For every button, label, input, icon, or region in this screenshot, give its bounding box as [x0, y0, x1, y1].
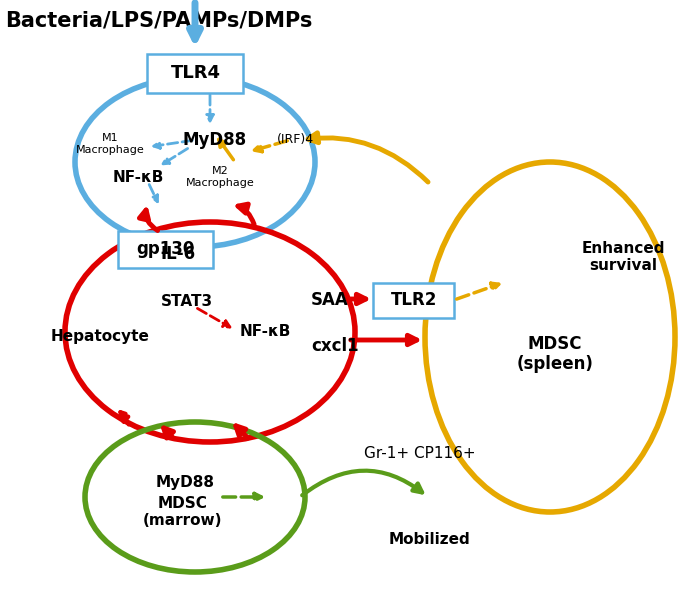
Text: MyD88: MyD88: [183, 131, 247, 149]
Text: SAA: SAA: [311, 291, 349, 309]
Text: (IRF)4: (IRF)4: [277, 134, 314, 146]
Text: Bacteria/LPS/PAMPs/DMPs: Bacteria/LPS/PAMPs/DMPs: [5, 11, 312, 31]
Text: MyD88: MyD88: [155, 474, 214, 489]
FancyBboxPatch shape: [373, 282, 455, 317]
Text: Gr-1+ CP116+: Gr-1+ CP116+: [364, 447, 476, 462]
Text: IL-6: IL-6: [160, 245, 195, 263]
FancyBboxPatch shape: [118, 231, 214, 267]
Text: MDSC
(marrow): MDSC (marrow): [143, 496, 223, 528]
Text: Hepatocyte: Hepatocyte: [51, 329, 149, 344]
Text: STAT3: STAT3: [161, 294, 213, 309]
Text: Mobilized: Mobilized: [389, 532, 471, 547]
Text: Enhanced
survival: Enhanced survival: [582, 241, 664, 273]
Text: NF-κB: NF-κB: [239, 324, 290, 340]
Text: cxcl1: cxcl1: [311, 337, 359, 355]
FancyBboxPatch shape: [147, 54, 243, 93]
Text: TLR4: TLR4: [171, 64, 221, 82]
Text: NF-κB: NF-κB: [112, 170, 164, 184]
Text: gp130: gp130: [136, 240, 195, 258]
Text: TLR2: TLR2: [391, 291, 437, 309]
Text: MDSC
(spleen): MDSC (spleen): [516, 335, 593, 373]
Text: M2
Macrophage: M2 Macrophage: [186, 166, 254, 188]
Text: M1
Macrophage: M1 Macrophage: [75, 133, 145, 155]
